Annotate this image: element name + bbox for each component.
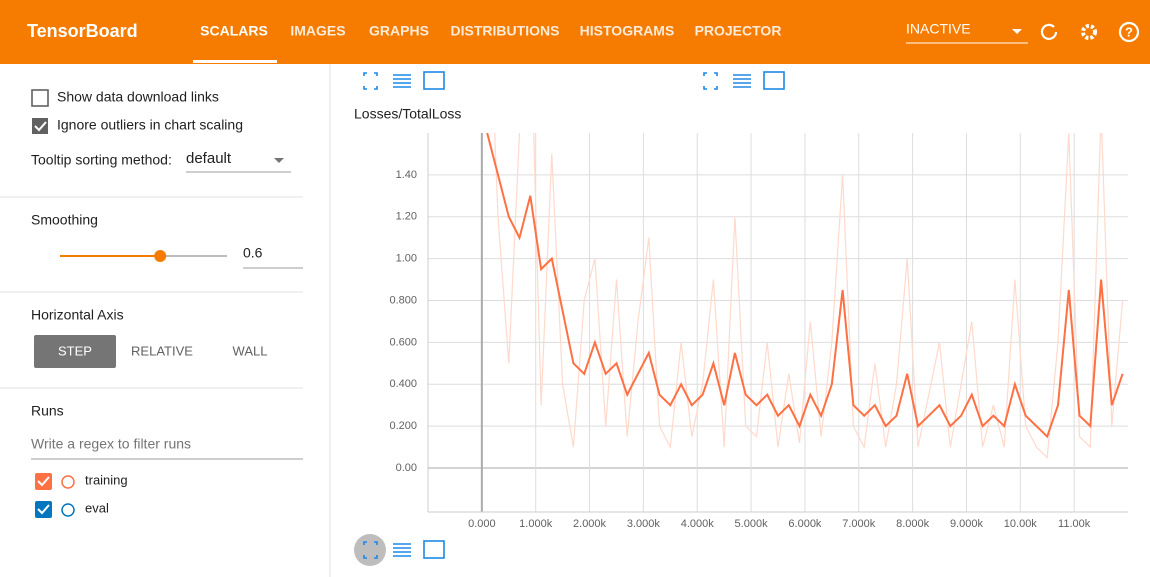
- y-tick-label: 1.40: [396, 169, 417, 181]
- y-tick-label: 0.200: [389, 420, 417, 432]
- checkbox[interactable]: [32, 118, 48, 134]
- settings-icon[interactable]: [1081, 24, 1097, 40]
- run-name: training: [85, 472, 128, 487]
- run-name: eval: [85, 500, 109, 515]
- y-tick-label: 0.400: [389, 378, 417, 390]
- x-tick-label: 8.000k: [896, 518, 930, 530]
- run-color: [61, 475, 75, 489]
- tab-indicator: [193, 60, 277, 63]
- section-label: Runs: [31, 403, 64, 419]
- dropdown-arrow: [1012, 29, 1022, 34]
- y-tick-label: 1.20: [396, 211, 417, 223]
- section-label: Smoothing: [31, 212, 98, 228]
- x-tick-label: 5.000k: [735, 518, 769, 530]
- smoothed-line: [486, 133, 1124, 439]
- header-bar: [0, 0, 1150, 64]
- check: [37, 504, 50, 515]
- runs-filter[interactable]: Write a regex to filter runs: [31, 436, 191, 452]
- x-tick-label: 7.000k: [842, 518, 876, 530]
- x-tick-label: 11.00k: [1058, 518, 1091, 530]
- app-title: TensorBoard: [27, 21, 138, 41]
- y-tick-label: 1.00: [396, 253, 417, 265]
- dropdown-arrow: [274, 158, 284, 163]
- option-label: Ignore outliers in chart scaling: [57, 117, 243, 133]
- nav-tab[interactable]: HISTOGRAMS: [580, 23, 675, 39]
- run-color: [61, 503, 75, 517]
- nav-tab[interactable]: IMAGES: [290, 23, 345, 39]
- nav-tab[interactable]: GRAPHS: [369, 23, 429, 39]
- option-label: Show data download links: [57, 89, 219, 105]
- slider-knob[interactable]: [154, 250, 167, 262]
- tooltip-select[interactable]: default: [186, 150, 232, 167]
- plot-area: [428, 133, 1128, 512]
- axis-option[interactable]: WALL: [233, 343, 268, 358]
- section-label: Horizontal Axis: [31, 307, 124, 323]
- y-tick-label: 0.00: [396, 462, 417, 474]
- axis-option[interactable]: RELATIVE: [131, 343, 193, 358]
- axis-button-active[interactable]: [34, 335, 116, 368]
- x-tick-label: 6.000k: [788, 518, 822, 530]
- raw-line: [494, 133, 1124, 459]
- status-select[interactable]: INACTIVE: [906, 21, 971, 37]
- nav-tab[interactable]: SCALARS: [200, 23, 268, 39]
- x-tick-label: 1.000k: [519, 518, 553, 530]
- x-tick-label: 4.000k: [681, 518, 715, 530]
- card-icons[interactable]: [354, 71, 785, 566]
- check: [37, 476, 50, 487]
- smoothing-input[interactable]: 0.6: [243, 245, 263, 261]
- chart-title: Losses/TotalLoss: [354, 106, 461, 122]
- checkbox[interactable]: [31, 89, 49, 107]
- axis-option[interactable]: STEP: [58, 343, 92, 358]
- x-tick-label: 9.000k: [950, 518, 984, 530]
- help-icon[interactable]: [1118, 21, 1140, 43]
- x-tick-label: 2.000k: [573, 518, 607, 530]
- svg-text:?: ?: [1125, 24, 1133, 39]
- x-tick-label: 10.00k: [1004, 518, 1038, 530]
- series-group: [486, 133, 1124, 459]
- reload-icon[interactable]: [1040, 23, 1058, 40]
- x-tick-label: 3.000k: [627, 518, 661, 530]
- x-tick-label: 0.000: [468, 518, 496, 530]
- nav-tab[interactable]: DISTRIBUTIONS: [451, 23, 560, 39]
- tooltip-label: Tooltip sorting method:: [31, 152, 172, 168]
- y-tick-label: 0.600: [389, 336, 417, 348]
- nav-tab[interactable]: PROJECTOR: [695, 23, 782, 39]
- y-tick-label: 0.800: [389, 294, 417, 306]
